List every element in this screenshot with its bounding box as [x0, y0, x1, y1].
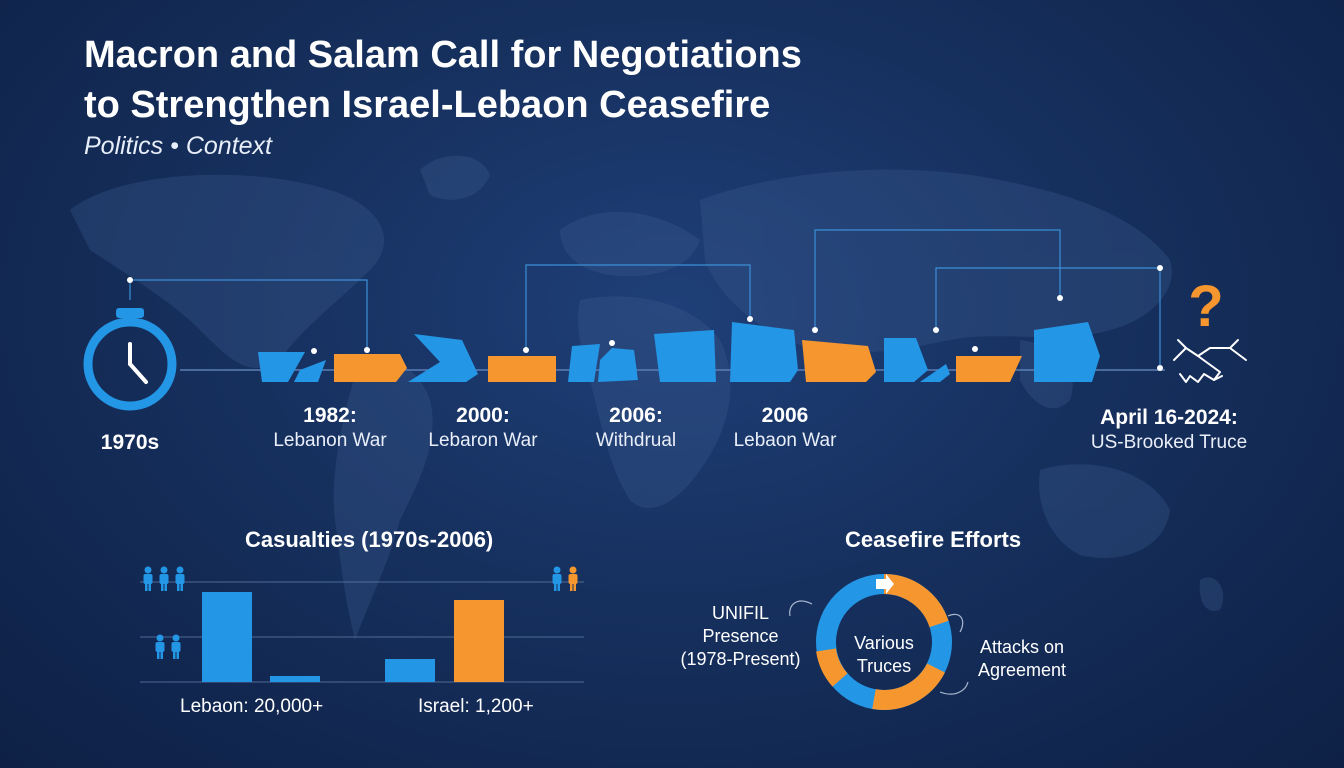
person-icon [180, 583, 183, 591]
event-desc: Lebanon War [273, 430, 387, 451]
person-icon [568, 574, 578, 584]
segment-blue [258, 352, 305, 382]
event-year: 1982: [303, 404, 357, 427]
person-icon [159, 574, 169, 584]
segment-blue [920, 364, 950, 382]
unifil-line-1: UNIFIL [711, 603, 769, 623]
unifil-line-3: (1978-Present) [680, 649, 801, 669]
person-icon [176, 566, 184, 574]
person-icon [172, 634, 180, 642]
attacks-label: Attacks on Agreement [962, 636, 1082, 682]
person-icon [144, 566, 152, 574]
event-desc: Withdrual [595, 430, 677, 451]
page-title: Macron and Salam Call for Negotiations t… [84, 30, 1084, 130]
person-icon [171, 642, 181, 652]
person-icon [177, 583, 180, 591]
person-icon [552, 574, 562, 584]
segment-blue [884, 338, 928, 382]
person-icon [148, 583, 151, 591]
segment-orange [802, 340, 876, 382]
timeline-connectors [129, 229, 1161, 368]
person-icon [160, 566, 168, 574]
timeline-event: 1982: Lebanon War [250, 404, 410, 452]
segment-blue [568, 344, 600, 382]
subtitle: Politics • Context [84, 132, 272, 160]
donut-segment-orange [816, 648, 848, 687]
unifil-label: UNIFIL Presence (1978-Present) [668, 602, 813, 671]
title-line-2: to Strengthen Israel-Lebaon Ceasefire [84, 84, 771, 126]
callout-arrow-left [789, 600, 813, 617]
unifil-line-2: Presence [702, 626, 779, 646]
casualties-title: Casualties (1970s-2006) [245, 527, 494, 552]
segment-orange [334, 354, 407, 382]
person-icon [554, 583, 557, 591]
event-year: 2006 [761, 404, 809, 427]
casualty-bar [454, 600, 504, 682]
bar-group-label: Lebaon: 20,000+ [180, 696, 324, 717]
person-icon [557, 583, 560, 591]
segment-blue [408, 334, 478, 382]
segment-orange [956, 356, 1022, 382]
person-icon [157, 651, 160, 659]
segment-blue [1034, 322, 1100, 382]
person-icon [161, 583, 164, 591]
attacks-line-1: Attacks on [979, 637, 1065, 657]
person-icon [573, 583, 576, 591]
person-icon [164, 583, 167, 591]
timeline-event: 2006: Withdrual [556, 404, 716, 452]
person-icon [553, 566, 561, 574]
arrow-right-icon [876, 574, 894, 594]
person-icon [155, 642, 165, 652]
bar-group-label: Israel: 1,200+ [418, 696, 534, 717]
end-desc: US-Brooked Truce [1090, 432, 1248, 453]
segment-blue [294, 360, 326, 382]
start-year: 1970s [100, 431, 160, 454]
person-icon [143, 574, 153, 584]
segment-orange [488, 356, 556, 382]
event-desc: Lebaon War [733, 430, 837, 451]
timeline-dots [127, 265, 1163, 371]
timeline-end: April 16-2024: US-Brooked Truce [1064, 406, 1274, 454]
center-line-2: Truces [856, 656, 912, 676]
donut-segment-orange [872, 663, 945, 710]
person-icon [156, 634, 164, 642]
handshake-icon [1173, 339, 1247, 383]
person-icon [160, 651, 163, 659]
end-year: April 16-2024: [1100, 406, 1238, 429]
ceasefire-title: Ceasefire Efforts [845, 527, 1022, 552]
person-icon [175, 574, 185, 584]
question-mark-icon: ? [1188, 274, 1223, 339]
timeline-event: 2000: Lebaron War [403, 404, 563, 452]
person-icon [173, 651, 176, 659]
attacks-line-2: Agreement [977, 660, 1067, 680]
person-icon [570, 583, 573, 591]
callout-arrow-right [947, 613, 964, 633]
timeline-segments [258, 322, 1100, 382]
center-line-1: Various [854, 633, 914, 653]
person-icon [176, 651, 179, 659]
casualty-bar [202, 592, 252, 682]
timeline-start-label: 1970s [80, 431, 180, 455]
person-icon [569, 566, 577, 574]
segment-blue [654, 330, 716, 382]
donut-segment-orange [883, 574, 949, 628]
casualty-bar [385, 659, 435, 682]
donut-center-label: Various Truces [834, 632, 934, 678]
event-year: 2006: [609, 404, 663, 427]
segment-blue [598, 348, 638, 382]
event-desc: Lebaron War [428, 430, 538, 451]
stopwatch-icon [83, 308, 177, 411]
casualty-bar [270, 676, 320, 682]
event-year: 2000: [456, 404, 510, 427]
callout-arrow-right-lower [939, 681, 969, 695]
person-icon [145, 583, 148, 591]
title-line-1: Macron and Salam Call for Negotiations [84, 34, 802, 76]
timeline-event: 2006 Lebaon War [705, 404, 865, 452]
segment-blue [730, 322, 798, 382]
